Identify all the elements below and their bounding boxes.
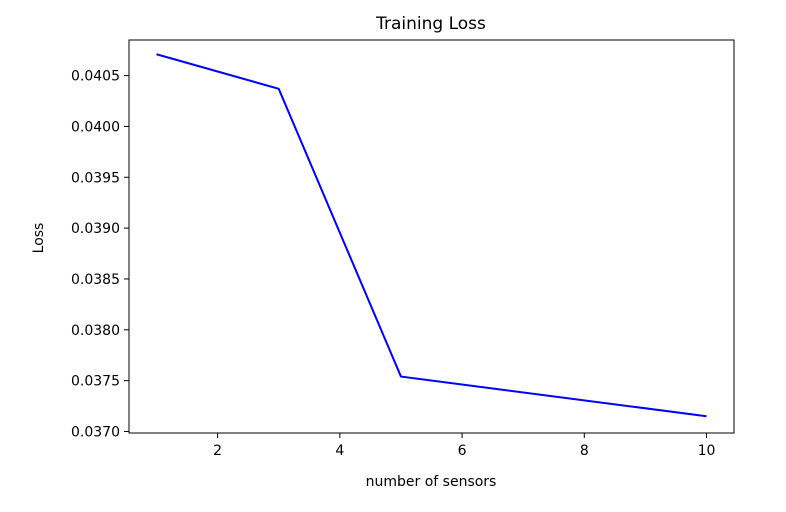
x-tick-label: 8 [580,443,589,459]
y-tick-label: 0.0370 [71,424,120,440]
y-tick-label: 0.0400 [71,119,120,135]
x-tick-label: 4 [335,443,344,459]
plot-area-frame [128,39,735,434]
y-axis-ticks: 0.0370 0.0375 0.0380 0.0385 0.0390 0.0395 0.04… [71,69,129,440]
x-axis-label: number of sensors [366,474,497,490]
y-tick-label: 0.0395 [71,170,120,186]
x-tick-label: 2 [213,443,222,459]
y-axis-label: Loss [31,223,47,254]
chart-title: Training Loss [375,14,486,34]
series-line [156,53,707,418]
y-tick-label: 0.0375 [71,374,120,390]
x-tick-label: 10 [698,443,716,459]
x-tick-label: 6 [458,443,467,459]
x-axis-ticks: 2 4 6 8 10 [213,433,715,459]
y-tick-label: 0.0390 [71,221,120,237]
series-layer [156,53,707,418]
y-tick-label: 0.0385 [71,272,120,288]
y-tick-label: 0.0405 [71,69,120,85]
y-tick-label: 0.0380 [71,323,120,339]
